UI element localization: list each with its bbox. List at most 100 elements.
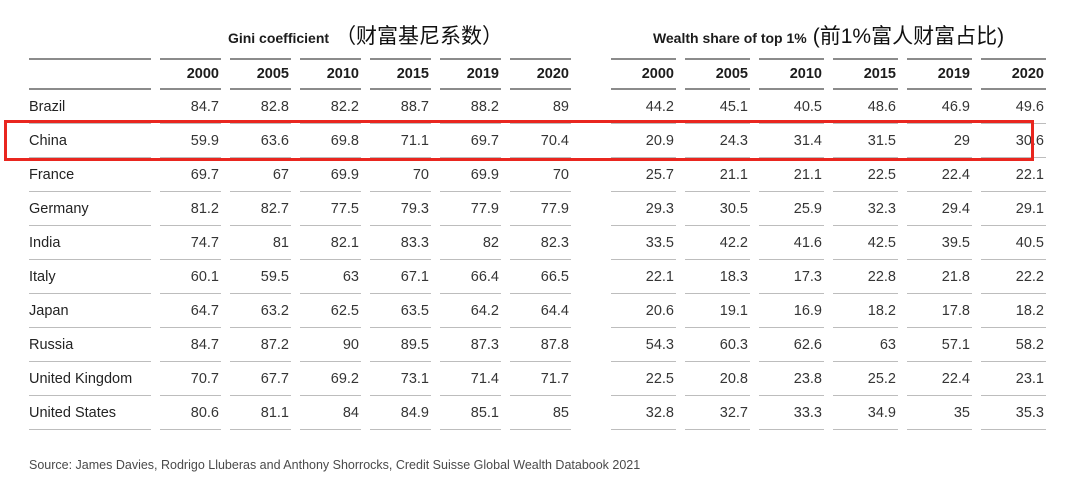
country-name-cell: France xyxy=(29,158,151,192)
gini-group-header: Gini coefficient （财富基尼系数） xyxy=(160,10,571,58)
year-header-cell: 2000 xyxy=(160,58,221,90)
gini-value-cell: 81.2 xyxy=(160,192,221,226)
corner-blank-cell xyxy=(29,10,151,58)
wealth-value-cell: 31.4 xyxy=(759,124,824,158)
wealth-value-cell: 29.1 xyxy=(981,192,1046,226)
year-header-cell: 2010 xyxy=(300,58,361,90)
wealth-value-cell: 17.3 xyxy=(759,260,824,294)
wealth-value-cell: 22.2 xyxy=(981,260,1046,294)
table-row: France 69.7 67 69.9 70 69.9 70 25.7 21.1 21.1 22.5… xyxy=(29,158,1046,192)
wealth-value-cell: 25.2 xyxy=(833,362,898,396)
gap-cell xyxy=(580,362,602,396)
gini-value-cell: 89 xyxy=(510,90,571,124)
wealth-value-cell: 31.5 xyxy=(833,124,898,158)
gini-value-cell: 84 xyxy=(300,396,361,430)
group-gap-cell xyxy=(580,10,602,58)
gini-value-cell: 81 xyxy=(230,226,291,260)
wealth-value-cell: 62.6 xyxy=(759,328,824,362)
year-header-cell: 2005 xyxy=(685,58,750,90)
gini-value-cell: 73.1 xyxy=(370,362,431,396)
gini-value-cell: 87.2 xyxy=(230,328,291,362)
gap-cell xyxy=(580,124,602,158)
wealth-value-cell: 49.6 xyxy=(981,90,1046,124)
wealth-value-cell: 30.5 xyxy=(685,192,750,226)
wealth-value-cell: 35 xyxy=(907,396,972,430)
gini-value-cell: 63 xyxy=(300,260,361,294)
wealth-value-cell: 18.2 xyxy=(981,294,1046,328)
gini-value-cell: 64.7 xyxy=(160,294,221,328)
wealth-value-cell: 21.1 xyxy=(759,158,824,192)
gini-value-cell: 63.6 xyxy=(230,124,291,158)
year-header-cell: 2015 xyxy=(833,58,898,90)
gini-value-cell: 79.3 xyxy=(370,192,431,226)
gini-value-cell: 71.7 xyxy=(510,362,571,396)
wealth-value-cell: 46.9 xyxy=(907,90,972,124)
table-row: Japan 64.7 63.2 62.5 63.5 64.2 64.4 20.6 19.1 16.… xyxy=(29,294,1046,328)
wealth-value-cell: 21.8 xyxy=(907,260,972,294)
wealth-share-title-zh: (前1%富人财富占比) xyxy=(812,25,1005,48)
country-name-cell: China xyxy=(29,124,151,158)
year-header-cell: 2020 xyxy=(510,58,571,90)
wealth-value-cell: 25.9 xyxy=(759,192,824,226)
wealth-value-cell: 22.1 xyxy=(611,260,676,294)
gini-value-cell: 70.4 xyxy=(510,124,571,158)
wealth-value-cell: 39.5 xyxy=(907,226,972,260)
country-name-cell: United Kingdom xyxy=(29,362,151,396)
gini-value-cell: 63.2 xyxy=(230,294,291,328)
wealth-value-cell: 20.6 xyxy=(611,294,676,328)
wealth-value-cell: 48.6 xyxy=(833,90,898,124)
gini-value-cell: 69.9 xyxy=(300,158,361,192)
wealth-value-cell: 18.3 xyxy=(685,260,750,294)
gap-cell xyxy=(580,294,602,328)
table-row: Brazil 84.7 82.8 82.2 88.7 88.2 89 44.2 45.1 40.5… xyxy=(29,90,1046,124)
gini-value-cell: 70.7 xyxy=(160,362,221,396)
gini-value-cell: 69.9 xyxy=(440,158,501,192)
gini-value-cell: 88.2 xyxy=(440,90,501,124)
gini-value-cell: 87.3 xyxy=(440,328,501,362)
gap-cell xyxy=(580,90,602,124)
wealth-value-cell: 32.3 xyxy=(833,192,898,226)
gap-cell xyxy=(580,226,602,260)
gini-value-cell: 67 xyxy=(230,158,291,192)
gini-value-cell: 85.1 xyxy=(440,396,501,430)
wealth-value-cell: 21.1 xyxy=(685,158,750,192)
wealth-value-cell: 45.1 xyxy=(685,90,750,124)
gini-value-cell: 88.7 xyxy=(370,90,431,124)
gini-value-cell: 69.8 xyxy=(300,124,361,158)
gini-value-cell: 59.9 xyxy=(160,124,221,158)
table-row: United States 80.6 81.1 84 84.9 85.1 85 32.8 32.… xyxy=(29,396,1046,430)
wealth-value-cell: 22.1 xyxy=(981,158,1046,192)
wealth-value-cell: 41.6 xyxy=(759,226,824,260)
gini-value-cell: 69.2 xyxy=(300,362,361,396)
gini-value-cell: 70 xyxy=(370,158,431,192)
gini-value-cell: 84.7 xyxy=(160,328,221,362)
gini-value-cell: 87.8 xyxy=(510,328,571,362)
year-header-cell: 2019 xyxy=(907,58,972,90)
gini-value-cell: 84.7 xyxy=(160,90,221,124)
gini-value-cell: 82 xyxy=(440,226,501,260)
gini-value-cell: 84.9 xyxy=(370,396,431,430)
wealth-value-cell: 60.3 xyxy=(685,328,750,362)
wealth-value-cell: 35.3 xyxy=(981,396,1046,430)
gap-cell xyxy=(580,396,602,430)
year-header-cell: 2000 xyxy=(611,58,676,90)
year-header-cell: 2019 xyxy=(440,58,501,90)
country-name-cell: United States xyxy=(29,396,151,430)
year-header-cell: 2005 xyxy=(230,58,291,90)
wealth-value-cell: 33.5 xyxy=(611,226,676,260)
wealth-value-cell: 30.6 xyxy=(981,124,1046,158)
gini-value-cell: 82.8 xyxy=(230,90,291,124)
country-name-cell: India xyxy=(29,226,151,260)
wealth-share-title-en: Wealth share of top 1% xyxy=(652,30,807,46)
gini-value-cell: 60.1 xyxy=(160,260,221,294)
gini-value-cell: 64.4 xyxy=(510,294,571,328)
gini-value-cell: 59.5 xyxy=(230,260,291,294)
gini-value-cell: 83.3 xyxy=(370,226,431,260)
country-name-cell: Japan xyxy=(29,294,151,328)
gini-value-cell: 62.5 xyxy=(300,294,361,328)
gini-value-cell: 80.6 xyxy=(160,396,221,430)
gini-value-cell: 85 xyxy=(510,396,571,430)
wealth-value-cell: 22.8 xyxy=(833,260,898,294)
wealth-value-cell: 63 xyxy=(833,328,898,362)
